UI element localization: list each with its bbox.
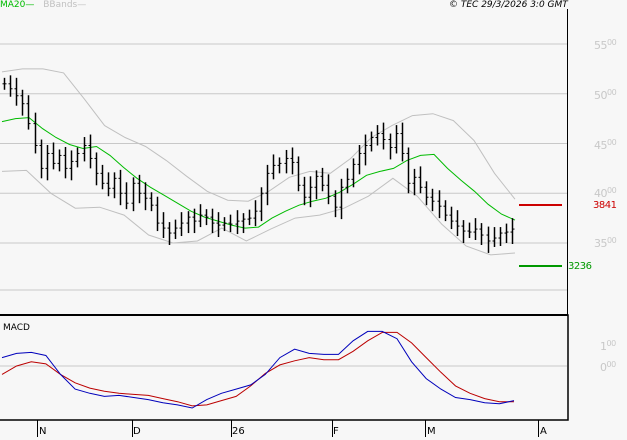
macd-panel-title: MACD — [3, 323, 30, 333]
axis-tick-label: 3500 — [594, 236, 617, 250]
legend-bbands: BBands— — [43, 0, 87, 10]
support-level-label: 3236 — [568, 261, 592, 272]
macd-panel-frame — [0, 314, 569, 421]
axis-tick-label: 100 — [600, 339, 616, 353]
bollinger-upper-band — [1, 68, 516, 202]
legend-ma20: MA20— — [0, 0, 35, 10]
copyright-timestamp: © TEC 29/3/2026 3:0 GMT — [449, 0, 568, 10]
x-label-2026: 26 — [232, 426, 245, 437]
x-label-feb: F — [333, 426, 339, 437]
macd-line — [1, 330, 515, 409]
axis-tick-label: 5000 — [594, 88, 617, 102]
axis-tick-label: 4000 — [594, 186, 617, 200]
ma20-line — [1, 117, 516, 229]
bollinger-lower-band — [1, 169, 516, 256]
resistance-level-label: 3841 — [593, 200, 617, 211]
axis-tick-label: 5500 — [594, 38, 617, 52]
axis-tick-label: 4500 — [594, 138, 617, 152]
x-label-apr: A — [540, 426, 547, 437]
chart-legend: MA20— BBands— — [0, 0, 86, 11]
x-label-dec: D — [133, 426, 141, 437]
x-label-nov: N — [39, 426, 47, 437]
macd-signal-line — [1, 331, 514, 407]
axis-tick-label: 000 — [600, 360, 616, 374]
x-label-mar: M — [427, 426, 436, 437]
